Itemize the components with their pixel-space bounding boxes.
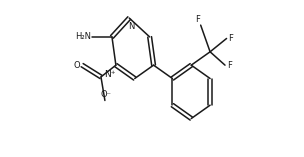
Text: O⁻: O⁻ (100, 90, 111, 99)
Text: N⁺: N⁺ (104, 70, 115, 79)
Text: F: F (227, 61, 232, 70)
Text: F: F (229, 34, 233, 43)
Text: N: N (128, 22, 134, 31)
Text: H₂N: H₂N (75, 32, 91, 41)
Text: F: F (195, 15, 200, 24)
Text: O: O (74, 61, 81, 70)
